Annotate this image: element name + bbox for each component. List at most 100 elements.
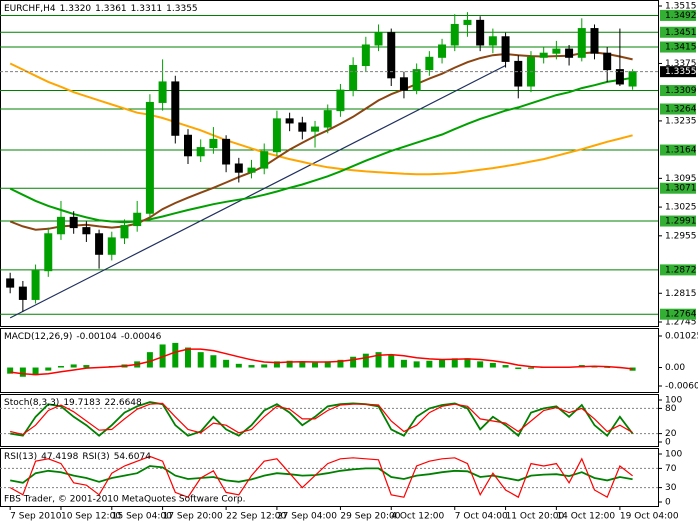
header-item: 47.4198 [41, 452, 78, 462]
candle-body [107, 237, 116, 255]
macd-bar [146, 352, 153, 368]
y-tick-label: 1.3375 [665, 59, 697, 69]
header-item: -0.00046 [121, 332, 162, 342]
candle-body [552, 48, 561, 54]
macd-bar [197, 352, 204, 368]
y-tick-label: 1.3235 [665, 116, 697, 126]
x-tick-label: 7 Sep 2010 [10, 512, 62, 522]
x-tick-label: 11 Oct 20:00 [506, 512, 565, 522]
candle-body [298, 122, 307, 132]
moving-average [9, 62, 633, 176]
macd-bar [629, 367, 636, 371]
macd-bar [32, 367, 39, 376]
macd-bar [312, 362, 319, 368]
macd-bar [7, 367, 14, 374]
macd-bar [324, 361, 331, 368]
macd-bar [413, 361, 420, 368]
candle-body [272, 118, 281, 153]
level-label-box [660, 9, 696, 21]
macd-bar [261, 364, 268, 368]
y-tick-label: 20 [665, 429, 677, 439]
level-label: 1.3415 [665, 43, 697, 53]
candle-body [336, 89, 345, 112]
candle-body [565, 48, 574, 58]
header-item: 1.3320 [60, 4, 92, 14]
candle-body [44, 233, 53, 272]
header-item: 19.7183 [63, 398, 100, 408]
candle-body [577, 28, 586, 58]
candle-body [361, 44, 370, 67]
x-tick-label: 10 Sep 12:00 [61, 512, 121, 522]
indicator-line [10, 465, 633, 484]
candle-body [234, 163, 243, 173]
macd-bar [464, 358, 471, 368]
candle-body [95, 233, 104, 255]
panel-header: Stoch(8,3,3) 19.7183 22.6648 [4, 398, 142, 408]
macd-bar [426, 360, 433, 368]
candle-body [412, 69, 421, 91]
macd-signal [10, 348, 633, 376]
moving-average [9, 76, 633, 224]
level-label: 1.3451 [665, 28, 697, 38]
y-tick-label: 0.01025 [665, 332, 698, 342]
macd-bar [350, 356, 357, 368]
y-tick-label: 1.3025 [665, 203, 697, 213]
panel-header: MACD(12,26,9) -0.00104 -0.00046 [4, 332, 162, 342]
level-label: 1.2764 [665, 310, 697, 320]
indicator-line [10, 402, 633, 436]
level-label: 1.3492 [665, 11, 697, 21]
macd-bar [451, 358, 458, 368]
level-label-box [660, 85, 696, 97]
macd-bar [400, 359, 407, 368]
y-tick-label: 0 [665, 438, 671, 448]
candle-body [222, 138, 231, 165]
candle-body [590, 28, 599, 54]
level-label-box [660, 41, 696, 53]
candle-body [120, 225, 129, 239]
y-tick-label: 30 [665, 483, 677, 493]
candle-body [69, 216, 78, 229]
macd-bar [248, 365, 255, 368]
macd-bar [19, 367, 26, 377]
candle-body [196, 147, 205, 157]
macd-bar [286, 360, 293, 368]
candle-body [209, 138, 218, 149]
x-tick-label: 27 Sep 04:00 [277, 512, 337, 522]
current-price-label: 1.3355 [665, 67, 697, 77]
level-label-box [660, 26, 696, 38]
x-tick-label: 7 Oct 04:00 [455, 512, 508, 522]
indicator-line [9, 455, 633, 499]
candle-body [311, 126, 320, 132]
macd-bar [502, 365, 509, 368]
panel-frame [0, 0, 659, 327]
candle-body [438, 44, 447, 58]
candle-body [603, 52, 612, 71]
macd-bar [83, 365, 90, 368]
indicator-line [10, 401, 634, 438]
macd-bar [362, 353, 369, 368]
macd-bar [57, 365, 64, 368]
y-tick-label: -0.00601 [665, 382, 698, 392]
x-tick-label: 4 Oct 12:00 [391, 512, 444, 522]
header-item: 54.6074 [114, 452, 151, 462]
candle-body [56, 216, 65, 235]
candle-body [450, 23, 459, 46]
y-tick-label: 70 [665, 464, 677, 474]
macd-bar [375, 352, 382, 368]
candle-body [615, 69, 624, 85]
header-item: 22.6648 [105, 398, 142, 408]
macd-bar [45, 367, 52, 371]
header-item: 1.3311 [131, 4, 163, 14]
level-label: 1.2991 [665, 217, 697, 227]
header-item: Stoch(8,3,3) [4, 398, 59, 408]
candle-body [158, 81, 167, 103]
macd-bar [489, 362, 496, 368]
level-label-box [660, 264, 696, 276]
x-tick-label: 15 Sep 04:00 [112, 512, 172, 522]
candle-body [628, 71, 637, 87]
macd-bar [235, 363, 242, 368]
macd-bar [223, 359, 230, 368]
level-label-box [660, 308, 696, 320]
level-label-box [660, 182, 696, 194]
level-label: 1.3264 [665, 105, 697, 115]
